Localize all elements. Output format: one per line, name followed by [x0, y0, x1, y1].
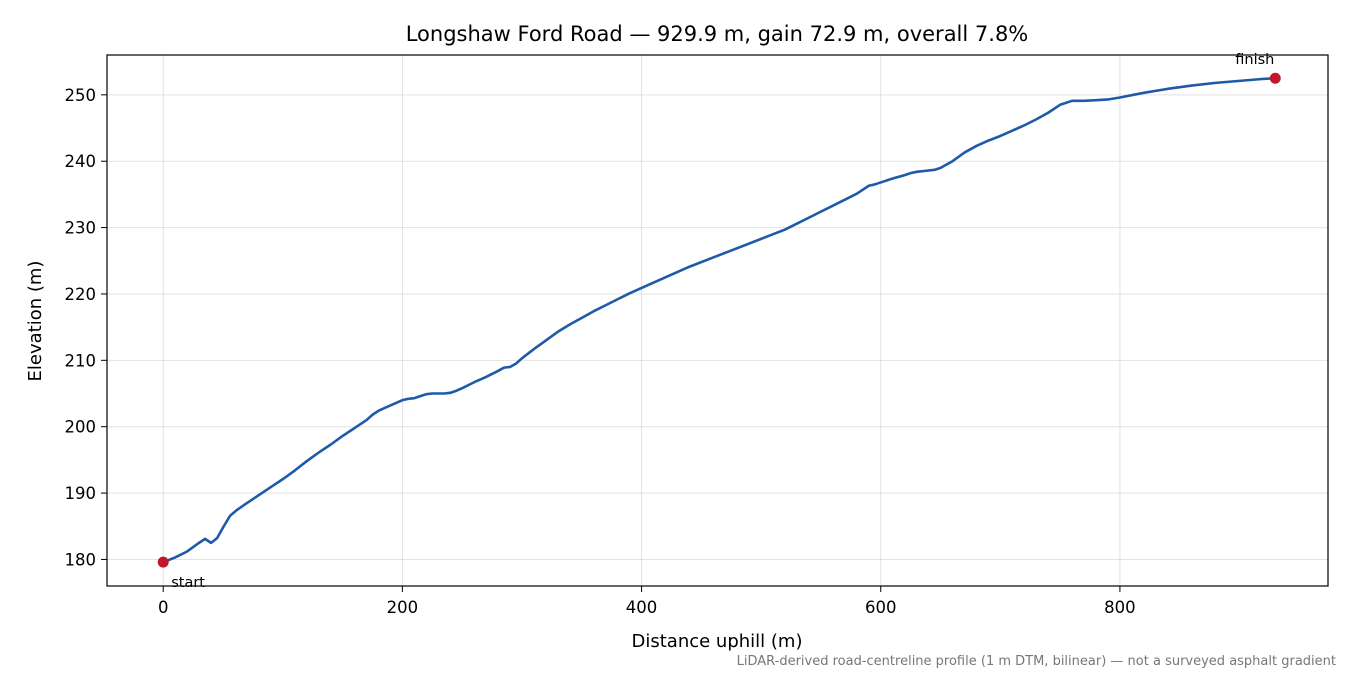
y-tick-label: 220 — [65, 285, 97, 304]
y-tick-label: 230 — [65, 219, 97, 238]
x-tick-label: 600 — [865, 598, 897, 617]
x-tick-label: 200 — [387, 598, 419, 617]
x-tick-label: 800 — [1104, 598, 1136, 617]
y-tick-label: 200 — [65, 418, 97, 437]
footnote: LiDAR-derived road-centreline profile (1… — [737, 654, 1336, 669]
x-tick-label: 400 — [626, 598, 658, 617]
y-tick-label: 210 — [65, 351, 97, 370]
finish-marker — [1269, 72, 1281, 84]
series-layer — [161, 76, 1277, 564]
start-marker — [157, 556, 169, 568]
start-label: start — [171, 575, 205, 591]
y-tick-label: 250 — [65, 86, 97, 105]
plot-frame — [106, 54, 1329, 587]
x-axis-label: Distance uphill (m) — [632, 631, 803, 652]
elevation-series-line — [161, 76, 1277, 564]
y-axis-label: Elevation (m) — [25, 261, 46, 382]
y-tick-label: 180 — [65, 550, 97, 569]
x-tick-label: 0 — [158, 598, 169, 617]
y-tick-label: 240 — [65, 152, 97, 171]
grid-lines — [107, 55, 1328, 586]
axis-ticks: 0 200 400 600 800 180 190 200 210 220 230 240 250 — [65, 86, 1136, 617]
y-tick-label: 190 — [65, 484, 97, 503]
finish-label: finish — [1235, 52, 1274, 68]
markers-layer: start finish — [157, 52, 1281, 591]
chart-title: Longshaw Ford Road — 929.9 m, gain 72.9 … — [406, 22, 1029, 46]
